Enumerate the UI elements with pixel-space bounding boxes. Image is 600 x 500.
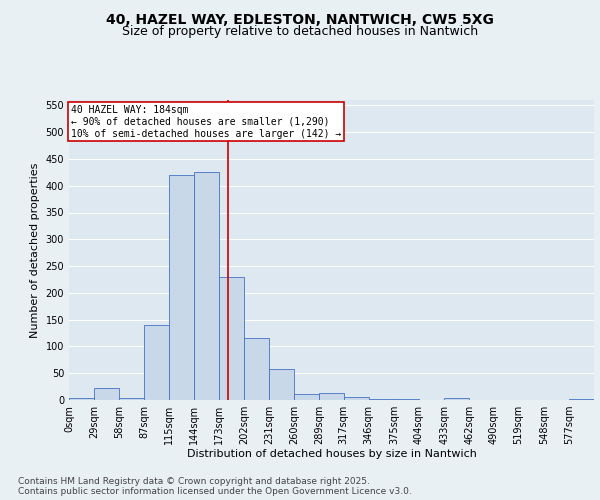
Bar xyxy=(444,398,469,400)
Bar xyxy=(94,388,119,400)
Y-axis label: Number of detached properties: Number of detached properties xyxy=(30,162,40,338)
X-axis label: Distribution of detached houses by size in Nantwich: Distribution of detached houses by size … xyxy=(187,448,476,458)
Bar xyxy=(294,394,319,400)
Text: Contains HM Land Registry data © Crown copyright and database right 2025.: Contains HM Land Registry data © Crown c… xyxy=(18,477,370,486)
Text: Contains public sector information licensed under the Open Government Licence v3: Contains public sector information licen… xyxy=(18,487,412,496)
Bar xyxy=(319,393,344,400)
Bar xyxy=(344,398,369,400)
Bar xyxy=(244,338,269,400)
Bar xyxy=(169,175,194,400)
Bar xyxy=(69,398,94,400)
Text: Size of property relative to detached houses in Nantwich: Size of property relative to detached ho… xyxy=(122,25,478,38)
Bar xyxy=(219,277,244,400)
Text: 40 HAZEL WAY: 184sqm
← 90% of detached houses are smaller (1,290)
10% of semi-de: 40 HAZEL WAY: 184sqm ← 90% of detached h… xyxy=(71,106,341,138)
Bar xyxy=(194,172,219,400)
Bar xyxy=(569,399,594,400)
Bar xyxy=(119,398,145,400)
Bar xyxy=(269,369,294,400)
Bar xyxy=(145,325,169,400)
Text: 40, HAZEL WAY, EDLESTON, NANTWICH, CW5 5XG: 40, HAZEL WAY, EDLESTON, NANTWICH, CW5 5… xyxy=(106,12,494,26)
